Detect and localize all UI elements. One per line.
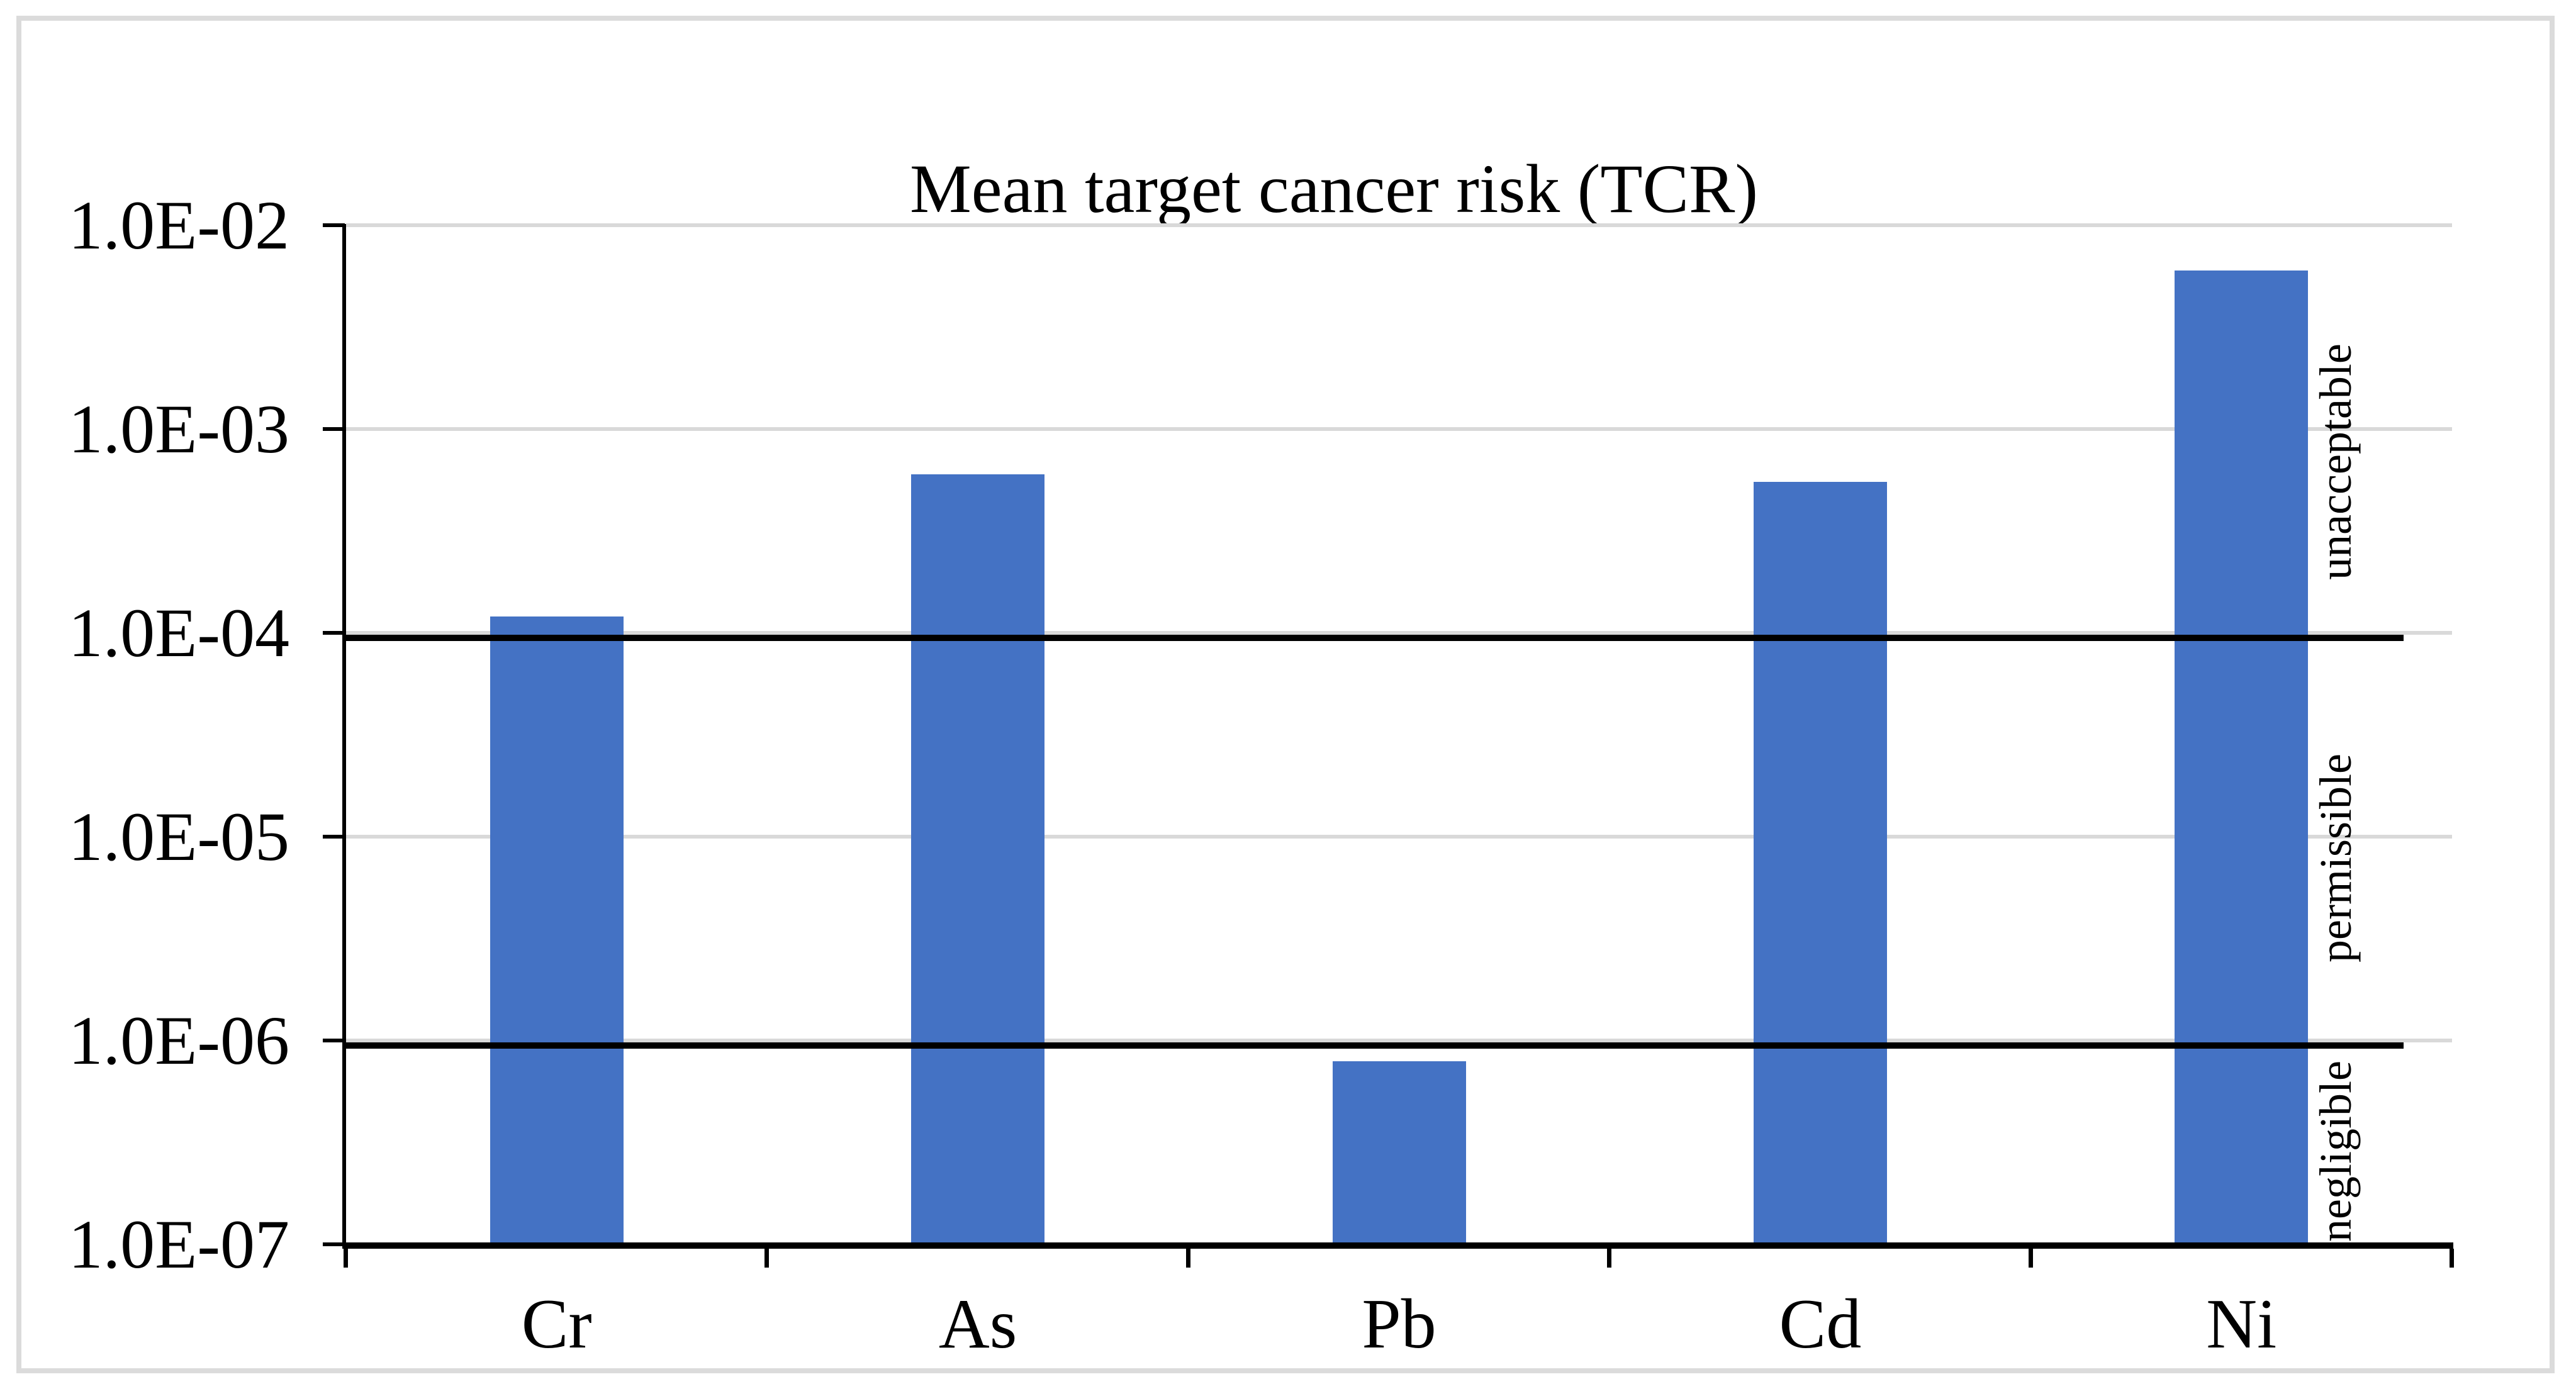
y-tick-label: 1.0E-03 (68, 391, 289, 467)
y-gridline (346, 1039, 2452, 1042)
y-gridline (346, 631, 2452, 635)
reference-line-0.000001 (346, 1042, 2404, 1049)
y-axis-tick (323, 1242, 345, 1246)
y-tick-label: 1.0E-02 (68, 187, 289, 264)
y-axis-tick (323, 1039, 345, 1042)
y-axis-tick (323, 223, 345, 227)
bar-Cr (490, 616, 624, 1244)
x-axis-line (342, 1242, 2453, 1249)
x-axis-tick (1607, 1249, 1612, 1268)
x-label-Pb: Pb (1362, 1285, 1436, 1363)
chart-border (16, 16, 2555, 1373)
x-axis-tick (764, 1249, 770, 1268)
zone-label-unacceptable: unacceptable (2310, 343, 2361, 580)
bar-Cd (1753, 482, 1887, 1244)
y-axis-tick (323, 835, 345, 839)
x-axis-tick (344, 1249, 348, 1268)
chart-title: Mean target cancer risk (TCR) (910, 150, 1758, 227)
y-gridline (346, 427, 2452, 431)
bar-Pb (1332, 1061, 1466, 1244)
y-gridline (346, 835, 2452, 839)
zone-label-negligible: negligible (2310, 1061, 2361, 1242)
y-tick-label: 1.0E-06 (68, 1002, 289, 1079)
bar-Ni (2175, 270, 2309, 1244)
x-label-Cd: Cd (1779, 1285, 1862, 1363)
y-tick-label: 1.0E-05 (68, 798, 289, 875)
bar-As (911, 474, 1045, 1244)
y-axis-tick (323, 631, 345, 635)
y-axis-line (342, 224, 346, 1247)
x-label-Cr: Cr (521, 1285, 592, 1363)
y-tick-label: 1.0E-07 (68, 1206, 289, 1283)
x-axis-tick (2450, 1249, 2454, 1268)
y-gridline (346, 223, 2452, 227)
reference-line-0.0001 (346, 635, 2404, 641)
y-tick-label: 1.0E-04 (68, 594, 289, 671)
zone-label-permissible: permissible (2310, 754, 2361, 962)
y-axis-tick (323, 427, 345, 431)
x-axis-tick (1185, 1249, 1190, 1268)
x-axis-tick (2028, 1249, 2033, 1268)
x-label-Ni: Ni (2206, 1285, 2277, 1363)
x-label-As: As (938, 1285, 1017, 1363)
